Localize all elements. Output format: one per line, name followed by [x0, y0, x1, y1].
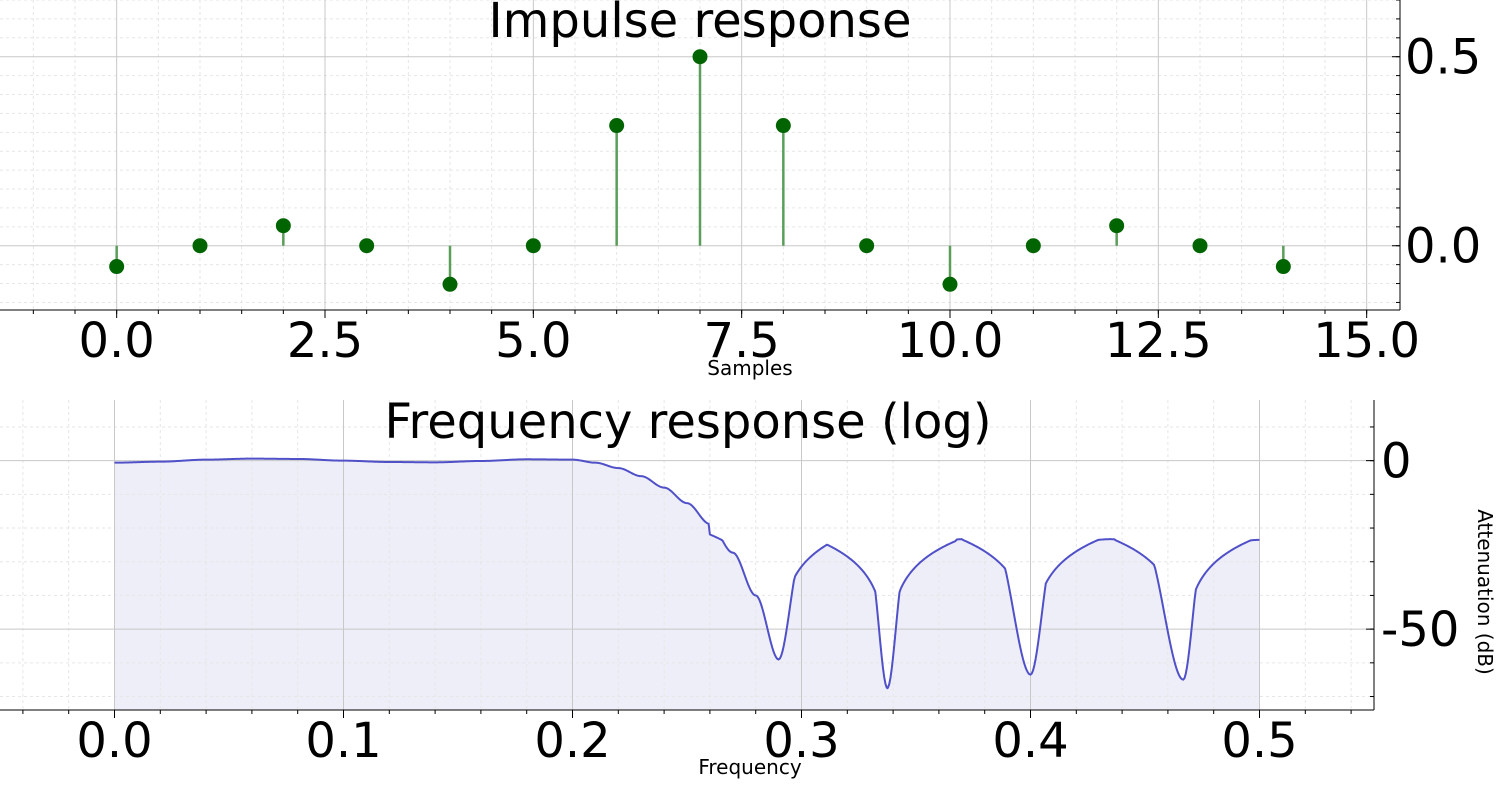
- impulse-x-tick-label: 7.5: [703, 313, 779, 369]
- impulse-point: [1025, 238, 1041, 254]
- impulse-point: [192, 238, 208, 254]
- impulse-x-tick-label: 15.0: [1313, 313, 1420, 369]
- impulse-point: [1275, 259, 1291, 275]
- impulse-y-tick-label: 0.0: [1405, 219, 1481, 275]
- frequency-y-axis-title: Attenuation (dB): [1473, 509, 1497, 675]
- impulse-x-axis-title: Samples: [707, 356, 792, 380]
- frequency-x-tick-label: 0.3: [763, 713, 839, 769]
- frequency-axes: 0.0 0.1 0.2 0.3 0.4 0.5 0 -50: [0, 400, 1459, 769]
- impulse-point: [609, 118, 625, 134]
- impulse-point: [1109, 218, 1125, 234]
- frequency-x-axis-title: Frequency: [698, 755, 801, 779]
- frequency-x-tick-label: 0.0: [76, 713, 152, 769]
- frequency-grid: [0, 400, 1374, 710]
- impulse-point: [359, 238, 375, 254]
- impulse-point: [442, 276, 458, 292]
- impulse-y-tick-label: 0.5: [1405, 30, 1481, 86]
- frequency-response-panel: 0.0 0.1 0.2 0.3 0.4 0.5 0 -50 Frequency respons…: [0, 394, 1497, 779]
- impulse-point: [775, 118, 791, 134]
- impulse-point: [942, 276, 958, 292]
- impulse-x-tick-label: 10.0: [897, 313, 1004, 369]
- frequency-response-line: [114, 457, 1260, 690]
- impulse-x-tick-label: 5.0: [495, 313, 571, 369]
- impulse-x-tick-label: 0.0: [78, 313, 154, 369]
- impulse-point: [109, 259, 125, 275]
- impulse-markers: [109, 49, 1291, 292]
- impulse-title: Impulse response: [489, 0, 912, 49]
- impulse-point: [275, 218, 291, 234]
- impulse-point: [692, 49, 708, 65]
- impulse-point: [859, 238, 875, 254]
- impulse-response-panel: 0.0 2.5 5.0 7.5 10.0 12.5 15.0 0.0 0.5 Impulse r…: [0, 0, 1481, 380]
- frequency-title: Frequency response (log): [384, 394, 991, 450]
- frequency-y-tick-label: -50: [1381, 602, 1459, 658]
- impulse-point: [525, 238, 541, 254]
- frequency-x-tick-label: 0.5: [1221, 713, 1297, 769]
- frequency-response-fill: [114, 458, 1260, 710]
- frequency-x-tick-label: 0.2: [534, 713, 610, 769]
- impulse-x-tick-label: 12.5: [1105, 313, 1212, 369]
- impulse-point: [1192, 238, 1208, 254]
- frequency-x-tick-label: 0.4: [992, 713, 1068, 769]
- impulse-axes: 0.0 2.5 5.0 7.5 10.0 12.5 15.0 0.0 0.5: [0, 0, 1481, 369]
- frequency-y-tick-label: 0: [1381, 434, 1412, 490]
- impulse-stems: [115, 56, 1285, 285]
- impulse-x-tick-label: 2.5: [287, 313, 363, 369]
- frequency-x-tick-label: 0.1: [305, 713, 381, 769]
